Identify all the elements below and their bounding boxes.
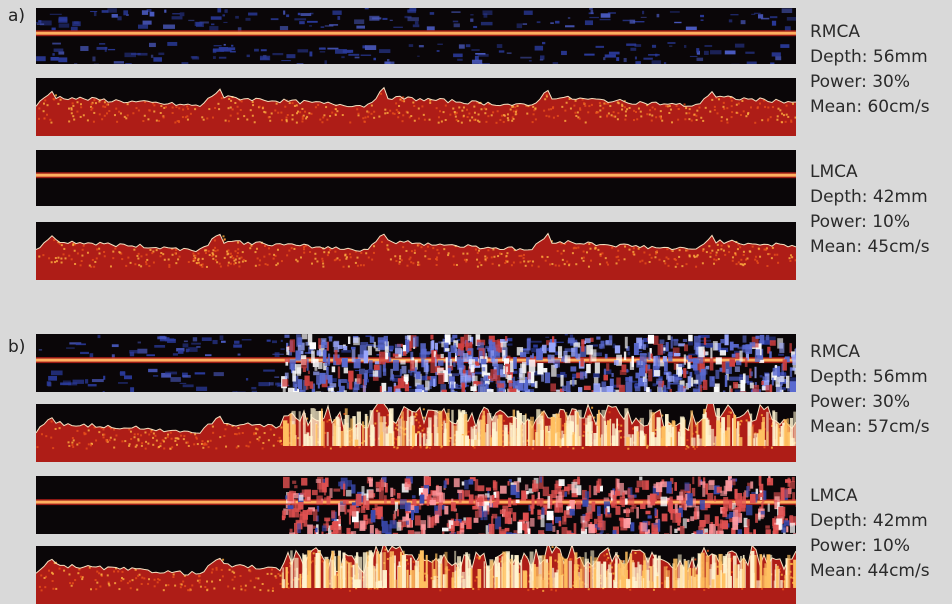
info-block-a-lmca: LMCA Depth: 42mm Power: 10% Mean: 45cm/s	[810, 160, 930, 260]
power-value: Power: 10%	[810, 212, 911, 232]
panel-label-a: a)	[8, 6, 26, 26]
spectral-strip-b-lmca	[36, 546, 796, 604]
vessel-label: LMCA	[810, 162, 858, 182]
mean-velocity-value: Mean: 45cm/s	[810, 237, 930, 257]
power-value: Power: 10%	[810, 536, 911, 556]
doppler-image	[36, 78, 796, 136]
doppler-image	[36, 334, 796, 392]
mmode-strip-a-lmca	[36, 150, 796, 206]
mean-velocity-value: Mean: 57cm/s	[810, 417, 930, 437]
doppler-image	[36, 150, 796, 206]
info-block-b-lmca: LMCA Depth: 42mm Power: 10% Mean: 44cm/s	[810, 484, 930, 584]
mean-velocity-value: Mean: 60cm/s	[810, 97, 930, 117]
mean-velocity-value: Mean: 44cm/s	[810, 561, 930, 581]
spectral-strip-a-rmca	[36, 78, 796, 136]
depth-value: Depth: 56mm	[810, 367, 928, 387]
info-block-b-rmca: RMCA Depth: 56mm Power: 30% Mean: 57cm/s	[810, 340, 930, 440]
mmode-strip-b-rmca	[36, 334, 796, 392]
doppler-image	[36, 546, 796, 604]
doppler-image	[36, 476, 796, 534]
spectral-strip-b-rmca	[36, 404, 796, 462]
power-value: Power: 30%	[810, 392, 911, 412]
panel-label-b: b)	[8, 337, 26, 357]
mmode-strip-b-lmca	[36, 476, 796, 534]
vessel-label: RMCA	[810, 22, 860, 42]
vessel-label: LMCA	[810, 486, 858, 506]
depth-value: Depth: 42mm	[810, 511, 928, 531]
vessel-label: RMCA	[810, 342, 860, 362]
doppler-image	[36, 404, 796, 462]
info-block-a-rmca: RMCA Depth: 56mm Power: 30% Mean: 60cm/s	[810, 20, 930, 120]
depth-value: Depth: 56mm	[810, 47, 928, 67]
depth-value: Depth: 42mm	[810, 187, 928, 207]
doppler-image	[36, 8, 796, 64]
doppler-image	[36, 222, 796, 280]
mmode-strip-a-rmca	[36, 8, 796, 64]
power-value: Power: 30%	[810, 72, 911, 92]
spectral-strip-a-lmca	[36, 222, 796, 280]
